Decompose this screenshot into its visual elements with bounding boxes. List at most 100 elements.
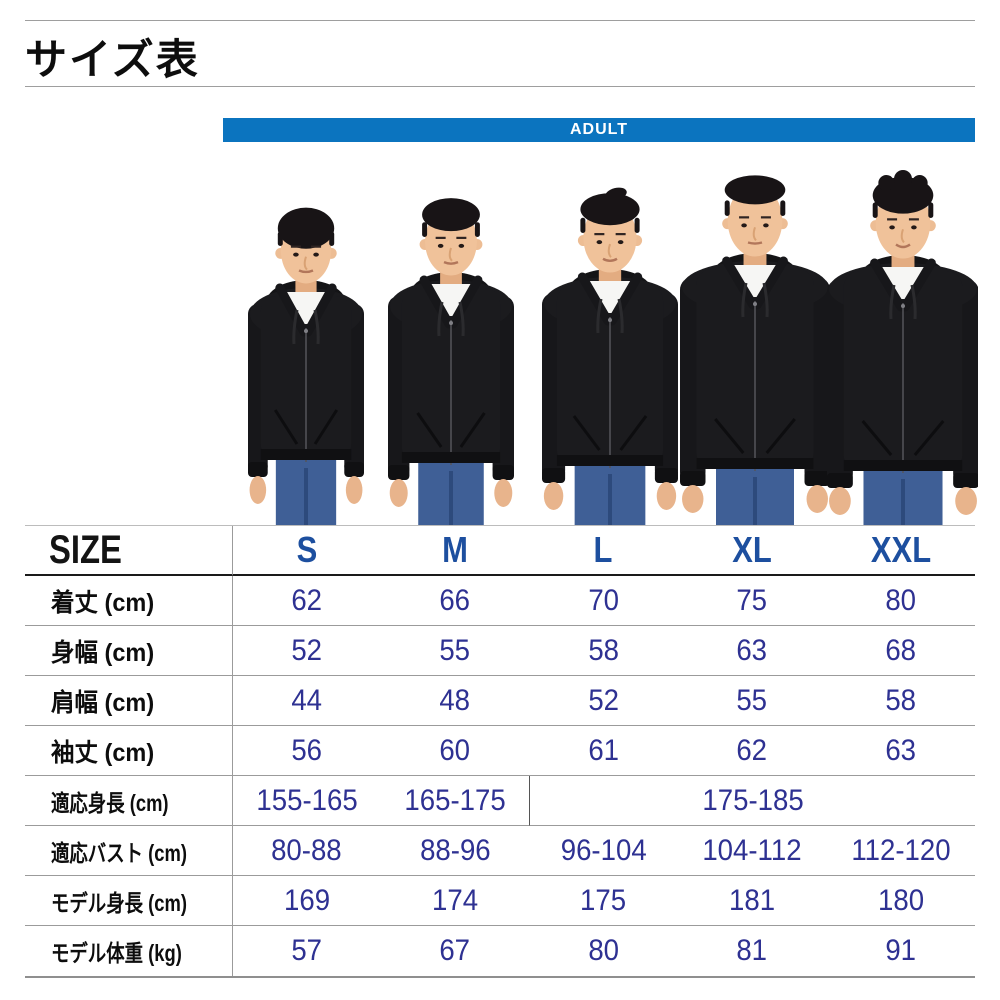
row-label: 袖丈 (cm)	[25, 726, 232, 776]
size-value-text: 61	[588, 733, 619, 767]
size-value: 181	[677, 876, 827, 926]
row-label-text: 適応バスト (cm)	[51, 839, 187, 866]
size-value-text: 56	[291, 733, 323, 767]
size-value: 112-120	[826, 826, 975, 876]
size-value: 165-175	[380, 776, 530, 826]
size-value: 175	[529, 876, 678, 926]
adult-banner-label: ADULT	[569, 121, 629, 138]
size-table: SIZE S M L XL XXL 着丈 (cm) 62 66 70 75 80 身幅 (cm) 52 55…	[25, 525, 975, 978]
size-value-text: 44	[291, 683, 323, 717]
size-value: 80	[529, 926, 678, 976]
size-value-text: 62	[736, 733, 768, 767]
size-value-text: 181	[729, 883, 776, 917]
size-value-text: 55	[736, 683, 768, 717]
title-divider	[25, 86, 975, 87]
model-figure	[248, 207, 364, 525]
size-value: 80	[826, 576, 975, 626]
size-value-text: 52	[291, 633, 323, 667]
size-value: 81	[678, 926, 827, 976]
size-value: 75	[677, 576, 827, 626]
size-value-text: 67	[439, 934, 471, 967]
row-label-text: モデル身長 (cm)	[51, 889, 187, 916]
size-value: 48	[380, 676, 530, 726]
size-value: 61	[529, 726, 678, 776]
size-value: 57	[232, 926, 381, 976]
size-value-text: 80	[588, 934, 619, 967]
size-value: 169	[232, 876, 381, 926]
row-label: 適応バスト (cm)	[25, 826, 232, 876]
size-value-text: 62	[291, 583, 323, 617]
size-value: 155-165	[232, 776, 381, 826]
size-value: 44	[232, 676, 381, 726]
size-value: 55	[677, 676, 827, 726]
page-title: サイズ表	[25, 36, 200, 83]
size-value-text: 175	[580, 883, 627, 917]
size-value: 175-185	[529, 776, 975, 826]
size-value-text: 80	[885, 583, 917, 617]
size-value: 88-96	[380, 826, 530, 876]
size-value: 80-88	[232, 826, 381, 876]
size-value: 58	[826, 676, 975, 726]
size-value: 63	[826, 726, 975, 776]
size-value: 68	[826, 626, 975, 676]
size-col-header-m: M	[380, 526, 530, 576]
size-value-text: 81	[736, 934, 768, 967]
size-col-header-xl-text: XL	[732, 529, 772, 570]
row-label-text: 肩幅 (cm)	[51, 688, 155, 717]
size-value: 70	[529, 576, 678, 626]
size-col-header-s: S	[232, 526, 381, 576]
size-col-header-xl: XL	[677, 526, 827, 576]
size-value-text: 68	[885, 633, 917, 667]
size-col-header-s-text: S	[296, 529, 318, 570]
size-value-text: 104-112	[702, 833, 802, 867]
size-value: 96-104	[529, 826, 678, 876]
size-value-text: 91	[885, 934, 917, 967]
size-value-text: 112-120	[851, 833, 951, 867]
size-col-header-m-text: M	[441, 529, 468, 570]
size-value-text: 66	[439, 583, 471, 617]
row-label-text: 適応身長 (cm)	[51, 789, 169, 816]
size-value-text: 169	[283, 883, 330, 917]
size-value: 56	[232, 726, 381, 776]
size-col-header-l-text: L	[594, 529, 613, 570]
size-value-text: 57	[291, 934, 323, 967]
size-value: 174	[380, 876, 530, 926]
model-figure	[542, 187, 678, 525]
row-label: 肩幅 (cm)	[25, 676, 232, 726]
model-figure	[827, 170, 978, 525]
size-value-text: 60	[439, 733, 471, 767]
size-value: 180	[826, 876, 975, 926]
size-col-header-xxl: XXL	[826, 526, 975, 576]
size-value-text: 155-165	[256, 783, 358, 817]
size-value: 66	[380, 576, 530, 626]
models-photo	[248, 170, 978, 525]
size-value: 60	[380, 726, 530, 776]
row-label: 身幅 (cm)	[25, 626, 232, 676]
size-col-header-xxl-text: XXL	[870, 529, 931, 570]
size-value: 67	[381, 926, 530, 976]
size-value-text: 80-88	[271, 833, 343, 867]
size-value: 104-112	[677, 826, 827, 876]
row-label: 着丈 (cm)	[25, 576, 232, 626]
size-value-text: 55	[439, 633, 471, 667]
size-value-text: 58	[885, 683, 917, 717]
size-value-text: 52	[588, 683, 619, 717]
size-value-text: 175-185	[701, 783, 804, 817]
size-table-corner: SIZE	[25, 526, 232, 576]
model-figure	[388, 198, 514, 525]
size-value: 63	[677, 626, 827, 676]
row-label-text: 袖丈 (cm)	[51, 738, 155, 767]
size-value-text: 180	[877, 883, 924, 917]
size-value-text: 48	[439, 683, 471, 717]
row-label-text: モデル体重 (kg)	[51, 940, 182, 966]
size-table-corner-text: SIZE	[49, 527, 122, 572]
size-value: 52	[529, 676, 678, 726]
row-label: モデル体重 (kg)	[25, 926, 232, 976]
size-value-text: 165-175	[404, 783, 506, 817]
size-value: 91	[826, 926, 975, 976]
row-label: 適応身長 (cm)	[25, 776, 232, 826]
top-divider	[25, 20, 975, 21]
size-value-text: 58	[588, 633, 619, 667]
size-value: 55	[380, 626, 530, 676]
